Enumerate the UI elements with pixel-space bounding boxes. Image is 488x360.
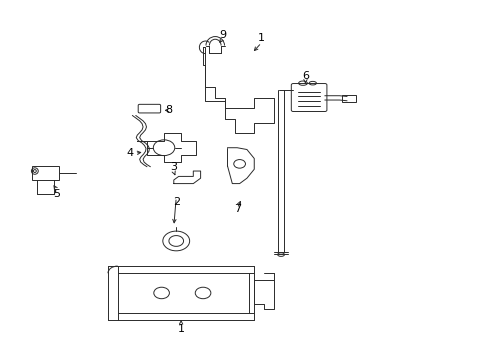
FancyBboxPatch shape [138,104,160,113]
Text: 2: 2 [172,197,180,207]
Text: 1: 1 [258,33,264,43]
Text: 7: 7 [233,204,240,214]
Text: 5: 5 [53,189,60,199]
Text: 6: 6 [301,71,308,81]
Text: 3: 3 [170,162,177,172]
FancyBboxPatch shape [291,84,326,112]
Bar [341,95,355,102]
Text: 9: 9 [219,30,225,40]
Text: 4: 4 [126,148,133,158]
Bar [32,166,59,180]
Text: 1: 1 [177,324,184,334]
Text: 8: 8 [165,105,172,115]
